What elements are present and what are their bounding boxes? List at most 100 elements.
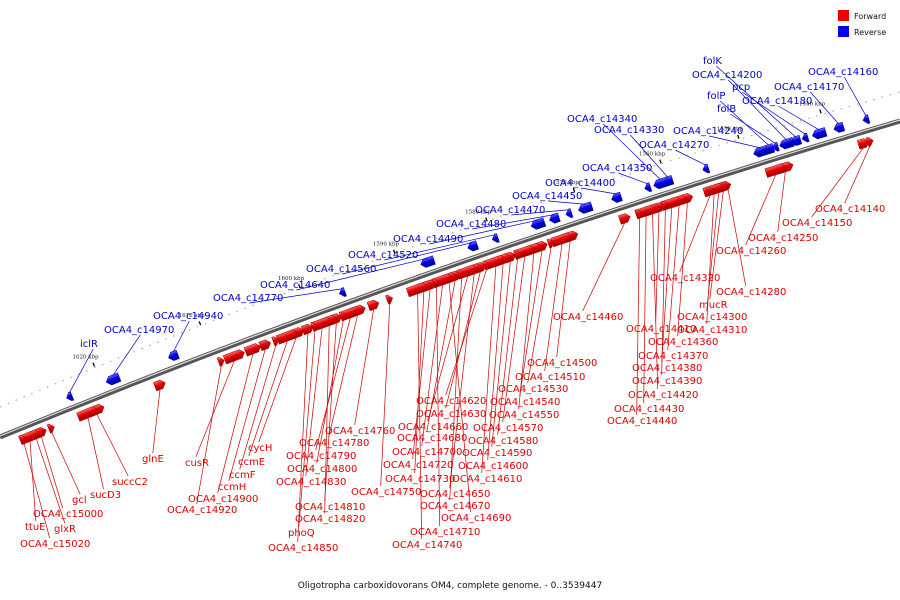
forward-gene-label: OCA4_c14510 <box>515 372 585 383</box>
reverse-gene-block <box>578 201 594 214</box>
forward-gene-label: OCA4_c14850 <box>268 543 338 554</box>
reverse-gene-label: OCA4_c14940 <box>153 311 223 322</box>
legend: Forward Reverse <box>838 10 886 37</box>
scale-tick-label: 1580 kbp <box>465 209 492 215</box>
forward-gene-block <box>635 209 643 219</box>
forward-gene-label: OCA4_c14700 <box>392 447 462 458</box>
genome-backbone-highlight <box>0 119 900 437</box>
scale-ticks: 1540 kbp 1550 kbp 1560 kbp 1570 kbp 1580 kbp… <box>72 101 826 367</box>
forward-gene-block <box>216 357 225 367</box>
forward-gene-label: OCA4_c14150 <box>782 218 852 229</box>
forward-gene-label: OCA4_c14620 <box>416 396 486 407</box>
forward-gene-block <box>76 406 98 422</box>
forward-gene-label: ttuE <box>25 522 46 533</box>
forward-gene-block <box>271 336 280 347</box>
forward-gene-label: OCA4_c14660 <box>398 422 468 433</box>
forward-gene-label: OCA4_c14690 <box>441 513 511 524</box>
forward-gene-label: OCA4_c14760 <box>325 426 395 437</box>
scale-tick <box>737 134 740 139</box>
reverse-gene-block <box>339 287 347 297</box>
reverse-gene-block <box>105 372 122 386</box>
scale-tick-label: 1600 kbp <box>278 276 305 282</box>
reverse-gene-label: OCA4_c14270 <box>639 140 709 151</box>
forward-gene-label: OCA4_c14680 <box>397 433 467 444</box>
forward-gene-label: OCA4_c14820 <box>295 514 365 525</box>
reverse-gene-block <box>420 255 436 268</box>
scale-tick-label: 1570 kbp <box>553 180 580 186</box>
reverse-gene-block <box>491 233 500 243</box>
scale-tick-label: 1620 kbp <box>72 354 99 360</box>
legend-forward-label: Forward <box>854 12 886 21</box>
legend-reverse-swatch <box>838 26 849 37</box>
forward-gene-block <box>513 250 521 260</box>
reverse-gene-label: OCA4_c14490 <box>393 234 463 245</box>
forward-gene-block <box>550 232 573 248</box>
forward-gene-block <box>856 138 870 150</box>
forward-gene-label: ccmF <box>229 470 256 481</box>
reverse-gene-label: OCA4_c14160 <box>808 67 878 78</box>
reverse-gene-label: OCA4_c14560 <box>306 264 376 275</box>
reverse-gene-block <box>644 182 653 193</box>
forward-gene-label: OCA4_c14310 <box>677 325 747 336</box>
reverse-gene-block <box>702 163 711 174</box>
scale-tick-label: 1540 kbp <box>799 101 826 107</box>
forward-gene-label: OCA4_c14550 <box>489 410 559 421</box>
forward-gene-block <box>618 213 631 225</box>
forward-gene-label: phoQ <box>288 528 315 539</box>
forward-gene-label: OCA4_c14610 <box>452 474 522 485</box>
reverse-gene-block <box>549 212 561 224</box>
forward-gene-block <box>258 339 271 351</box>
reverse-gene-block <box>653 176 669 190</box>
reverse-gene-block <box>812 127 828 140</box>
reverse-gene-label: OCA4_c14450 <box>512 191 582 202</box>
genome-backbone <box>0 118 900 440</box>
forward-gene-label: OCA4_c14780 <box>299 438 369 449</box>
forward-gene-label: OCA4_c15020 <box>20 539 90 550</box>
reverse-gene-label: OCA4_c14640 <box>260 280 330 291</box>
forward-gene-label: OCA4_c14800 <box>287 464 357 475</box>
forward-gene-label: cycH <box>248 443 272 454</box>
scale-tick-label: 1610 kbp <box>179 313 206 319</box>
forward-gene-block <box>865 137 874 147</box>
reverse-gene-block <box>168 349 180 361</box>
forward-gene-block <box>764 163 787 178</box>
gene-labels: OCA4_c14160 OCA4_c14170 OCA4_c14180 pcp folK… <box>20 56 885 554</box>
forward-gene-block <box>153 379 166 392</box>
forward-gene-label: OCA4_c14500 <box>527 358 597 369</box>
scale-tick <box>297 283 301 289</box>
forward-gene-label: OCA4_c14460 <box>553 312 623 323</box>
forward-gene-block <box>222 349 245 365</box>
forward-gene-label: OCA4_c14410 <box>626 324 696 335</box>
forward-gene-label: OCA4_c14260 <box>716 246 786 257</box>
forward-gene-label: glnE <box>142 454 164 465</box>
reverse-gene-block <box>801 132 810 143</box>
forward-gene-label: OCA4_c14720 <box>383 460 453 471</box>
forward-gene-block <box>366 299 380 312</box>
forward-gene-label: OCA4_c14380 <box>632 363 702 374</box>
scale-tick <box>572 187 576 192</box>
reverse-gene-block <box>66 391 75 402</box>
reverse-gene-block <box>530 217 547 230</box>
scale-tick <box>92 362 96 367</box>
scale-tick-label: 1560 kbp <box>639 151 666 157</box>
reverse-gene-block <box>772 141 780 152</box>
forward-gene-label: OCA4_c14900 <box>188 494 258 505</box>
forward-gene-label: cusR <box>185 458 209 469</box>
forward-gene-block <box>482 260 491 271</box>
forward-gene-block <box>46 423 55 434</box>
forward-gene-label: OCA4_c14600 <box>458 461 528 472</box>
forward-gene-label: OCA4_c14920 <box>167 505 237 516</box>
forward-gene-block <box>19 434 28 445</box>
forward-gene-label: OCA4_c14430 <box>614 404 684 415</box>
forward-gene-label: gcl <box>72 495 87 506</box>
forward-gene-label: OCA4_c14740 <box>392 540 462 551</box>
forward-gene-block <box>705 186 714 197</box>
reverse-gene-block <box>565 208 574 218</box>
forward-gene-block <box>546 238 555 249</box>
forward-gene-label: mucR <box>699 300 728 311</box>
forward-gene-block <box>243 343 261 357</box>
leader-lines <box>23 65 871 543</box>
forward-gene-label: OCA4_c14530 <box>498 384 568 395</box>
forward-gene-block <box>300 323 314 336</box>
scale-tick-label: 1550 kbp <box>717 127 744 133</box>
